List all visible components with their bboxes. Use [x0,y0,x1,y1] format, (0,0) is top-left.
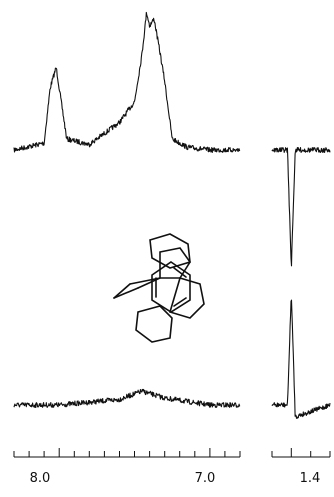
spectrum-aromatic-lower-trace [13,388,241,409]
spirocyclopropane-fluorene-structure [113,233,205,343]
axis-ticks [13,448,331,457]
spectrum-aromatic-upper-trace [13,11,241,154]
tick-label-8-0: 8.0 [30,471,51,486]
spectrum-aliphatic-upper-trace [271,146,331,267]
ppm-axis: 8.0 7.0 1.4 [13,448,331,486]
spectrum-aliphatic-lower-trace [271,299,331,419]
tick-label-1-4: 1.4 [300,471,321,486]
tick-label-7-0: 7.0 [195,471,216,486]
spectrum-traces [13,11,331,419]
